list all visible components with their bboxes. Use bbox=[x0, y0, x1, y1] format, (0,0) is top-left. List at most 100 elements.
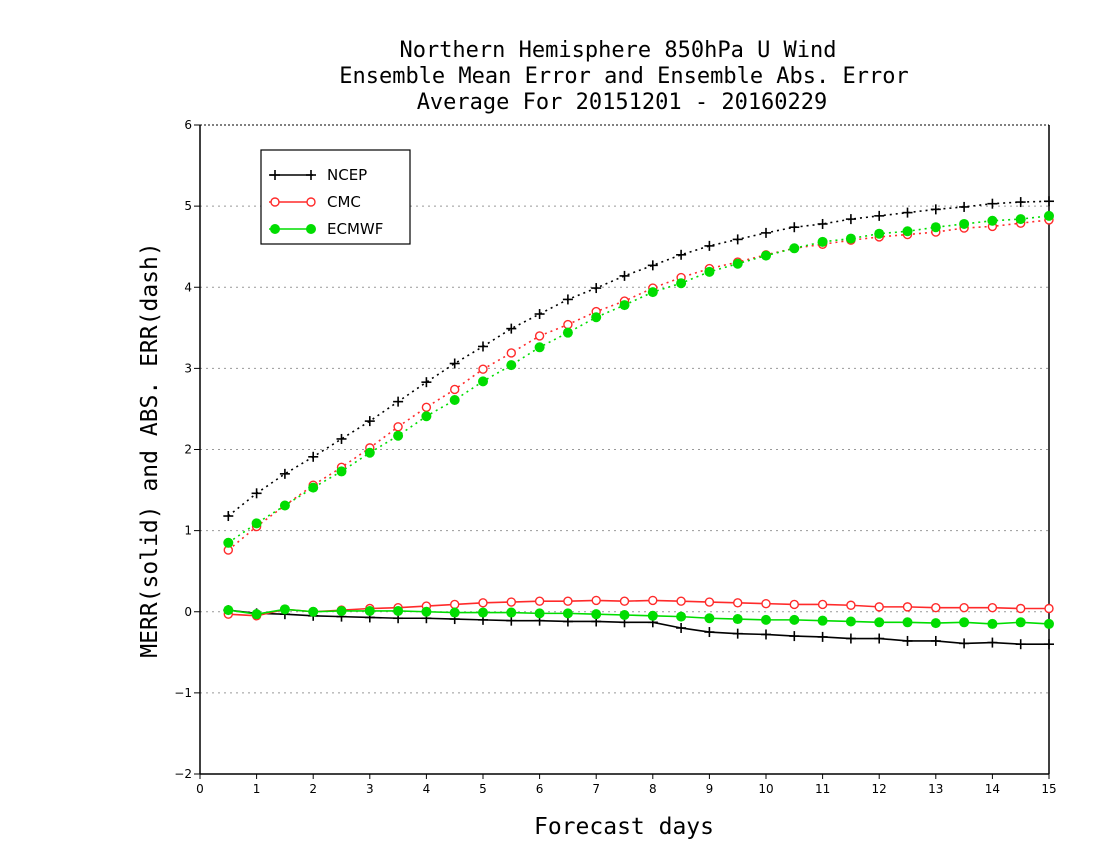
cmc-merr-point bbox=[959, 602, 969, 613]
series-cmc bbox=[223, 215, 1054, 621]
ncep-abs-err-point bbox=[647, 260, 658, 271]
legend-label: CMC bbox=[327, 193, 361, 211]
x-tick-label: 5 bbox=[479, 782, 487, 796]
ncep-abs-err-point bbox=[478, 341, 488, 352]
x-tick-label: 0 bbox=[196, 782, 204, 796]
ecmwf-merr-point bbox=[449, 607, 460, 618]
ncep-abs-err-point bbox=[591, 283, 602, 294]
ecmwf-merr-point bbox=[619, 609, 630, 620]
y-axis-title: MERR(solid) and ABS. ERR(dash) bbox=[137, 242, 163, 657]
y-tick-label: 4 bbox=[184, 280, 192, 294]
ncep-merr-point bbox=[1044, 639, 1054, 650]
ecmwf-abs-err-point bbox=[1015, 214, 1026, 225]
ecmwf-merr-point bbox=[562, 608, 573, 619]
cmc-abs-err-point bbox=[478, 364, 488, 374]
cmc-merr-point bbox=[676, 596, 686, 606]
ecmwf-merr-point bbox=[393, 605, 404, 616]
cmc-merr-point bbox=[619, 596, 630, 606]
legend-marker-end bbox=[306, 170, 316, 180]
ecmwf-abs-err-point bbox=[1044, 210, 1054, 221]
cmc-merr-point bbox=[704, 597, 715, 607]
ncep-abs-err-point bbox=[279, 468, 290, 479]
ecmwf-merr-point bbox=[421, 606, 432, 617]
cmc-merr-point bbox=[761, 598, 771, 609]
ecmwf-merr-point bbox=[506, 607, 517, 618]
y-tick-label: 6 bbox=[184, 118, 192, 132]
ncep-merr-point bbox=[789, 631, 800, 642]
cmc-abs-err-point bbox=[506, 348, 516, 358]
cmc-abs-err-line bbox=[227, 219, 1050, 551]
ecmwf-abs-err-point bbox=[817, 236, 828, 247]
ecmwf-merr-point bbox=[874, 617, 885, 628]
ncep-abs-err-point bbox=[874, 210, 885, 221]
ncep-merr-point bbox=[704, 627, 715, 638]
ecmwf-abs-err-point bbox=[562, 327, 573, 338]
cmc-merr-point bbox=[563, 596, 573, 606]
x-tick-label: 7 bbox=[592, 782, 600, 796]
ncep-abs-err-line bbox=[227, 200, 1050, 517]
title-line-1: Northern Hemisphere 850hPa U Wind bbox=[399, 38, 836, 63]
ncep-abs-err-point bbox=[704, 240, 715, 251]
title-line-3: Average For 20151201 - 20160229 bbox=[417, 90, 828, 115]
ncep-abs-err-point bbox=[393, 396, 404, 407]
ncep-merr-point bbox=[874, 633, 885, 644]
ecmwf-merr-point bbox=[336, 605, 347, 616]
x-tick-label: 8 bbox=[649, 782, 657, 796]
ncep-abs-err-point bbox=[223, 511, 234, 522]
ncep-merr-point bbox=[930, 635, 941, 646]
ecmwf-abs-err-point bbox=[591, 312, 602, 323]
ncep-abs-err-point bbox=[534, 309, 545, 320]
cmc-merr-point bbox=[648, 595, 658, 606]
ecmwf-merr-point bbox=[1015, 617, 1026, 628]
cmc-merr-point bbox=[789, 599, 799, 610]
ncep-merr-point bbox=[817, 631, 828, 642]
ncep-abs-err-point bbox=[817, 218, 828, 229]
cmc-merr-point bbox=[1016, 603, 1026, 614]
ecmwf-merr-point bbox=[987, 618, 998, 629]
ncep-abs-err-point bbox=[902, 207, 913, 218]
y-tick-label: −1 bbox=[174, 686, 192, 700]
y-tick-label: 1 bbox=[184, 524, 192, 538]
ecmwf-abs-err-point bbox=[478, 376, 488, 387]
ecmwf-merr-point bbox=[817, 615, 828, 626]
ecmwf-merr-point bbox=[534, 608, 545, 619]
cmc-abs-err-point bbox=[421, 402, 432, 413]
legend-item-ncep: NCEP bbox=[269, 166, 367, 184]
y-tick-label: 0 bbox=[184, 605, 192, 619]
ecmwf-merr-point bbox=[364, 605, 375, 616]
legend-marker-start bbox=[270, 197, 280, 207]
ecmwf-merr-point bbox=[845, 616, 856, 627]
ecmwf-abs-err-point bbox=[789, 243, 800, 254]
ncep-abs-err-point bbox=[789, 222, 800, 233]
series-layer bbox=[223, 196, 1054, 650]
cmc-merr-point bbox=[1044, 603, 1054, 614]
x-tick-label: 2 bbox=[309, 782, 317, 796]
cmc-merr-point bbox=[846, 600, 856, 610]
x-axis-title: Forecast days bbox=[534, 814, 714, 840]
ncep-abs-err-point bbox=[449, 358, 460, 369]
ecmwf-abs-err-point bbox=[874, 228, 885, 239]
cmc-merr-point bbox=[450, 599, 460, 610]
ecmwf-abs-err-point bbox=[393, 430, 404, 441]
ecmwf-abs-err-point bbox=[676, 278, 687, 289]
cmc-merr-point bbox=[733, 598, 743, 608]
ecmwf-merr-point bbox=[478, 607, 488, 618]
ncep-abs-err-point bbox=[845, 214, 856, 225]
ncep-merr-point bbox=[987, 637, 998, 648]
ncep-abs-err-point bbox=[421, 377, 432, 388]
ecmwf-abs-err-point bbox=[732, 258, 743, 269]
ecmwf-merr-point bbox=[676, 611, 687, 622]
ecmwf-merr-point bbox=[959, 617, 970, 628]
ncep-abs-err-point bbox=[308, 451, 319, 462]
cmc-merr-point bbox=[817, 599, 828, 610]
ncep-abs-err-point bbox=[1044, 196, 1054, 207]
ncep-abs-err-point bbox=[251, 488, 262, 499]
ecmwf-abs-err-point bbox=[534, 342, 545, 353]
legend-item-ecmwf: ECMWF bbox=[269, 220, 383, 238]
legend: NCEP CMC ECMWF bbox=[260, 149, 411, 245]
ecmwf-abs-err-point bbox=[761, 250, 771, 261]
ncep-abs-err-point bbox=[761, 227, 771, 238]
ncep-merr-point bbox=[959, 638, 970, 649]
cmc-merr-line bbox=[228, 599, 1049, 617]
y-tick-label: 5 bbox=[184, 199, 192, 213]
